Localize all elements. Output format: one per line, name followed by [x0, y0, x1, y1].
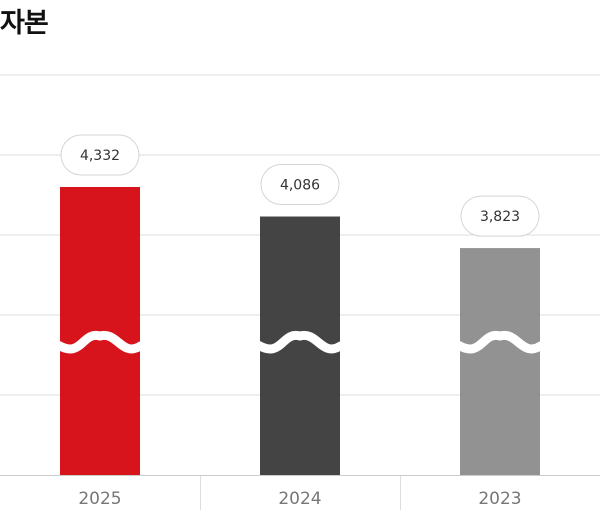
axis-break-2025 — [55, 330, 145, 354]
bar-2025 — [60, 187, 140, 475]
tick-label-2025: 2025 — [78, 489, 121, 509]
page-title: 자본 — [0, 8, 49, 39]
bar-2023 — [460, 248, 540, 475]
data-labels: 4,332 4,086 3,823 — [60, 134, 540, 237]
tick-label-2024: 2024 — [278, 489, 321, 509]
x-axis: 2025 2024 2023 — [0, 475, 600, 510]
data-label-2025: 4,332 — [80, 148, 120, 164]
data-label-bubble-2023 — [460, 195, 540, 237]
axis-break-2024 — [255, 330, 345, 354]
axis-breaks — [55, 330, 545, 354]
data-label-bubble-2025 — [60, 134, 140, 176]
data-label-bubble-2024 — [260, 164, 340, 206]
axis-break-2023 — [455, 330, 545, 354]
tick-label-2023: 2023 — [478, 489, 521, 509]
data-label-2023: 3,823 — [480, 209, 520, 225]
data-label-2024: 4,086 — [280, 178, 320, 194]
